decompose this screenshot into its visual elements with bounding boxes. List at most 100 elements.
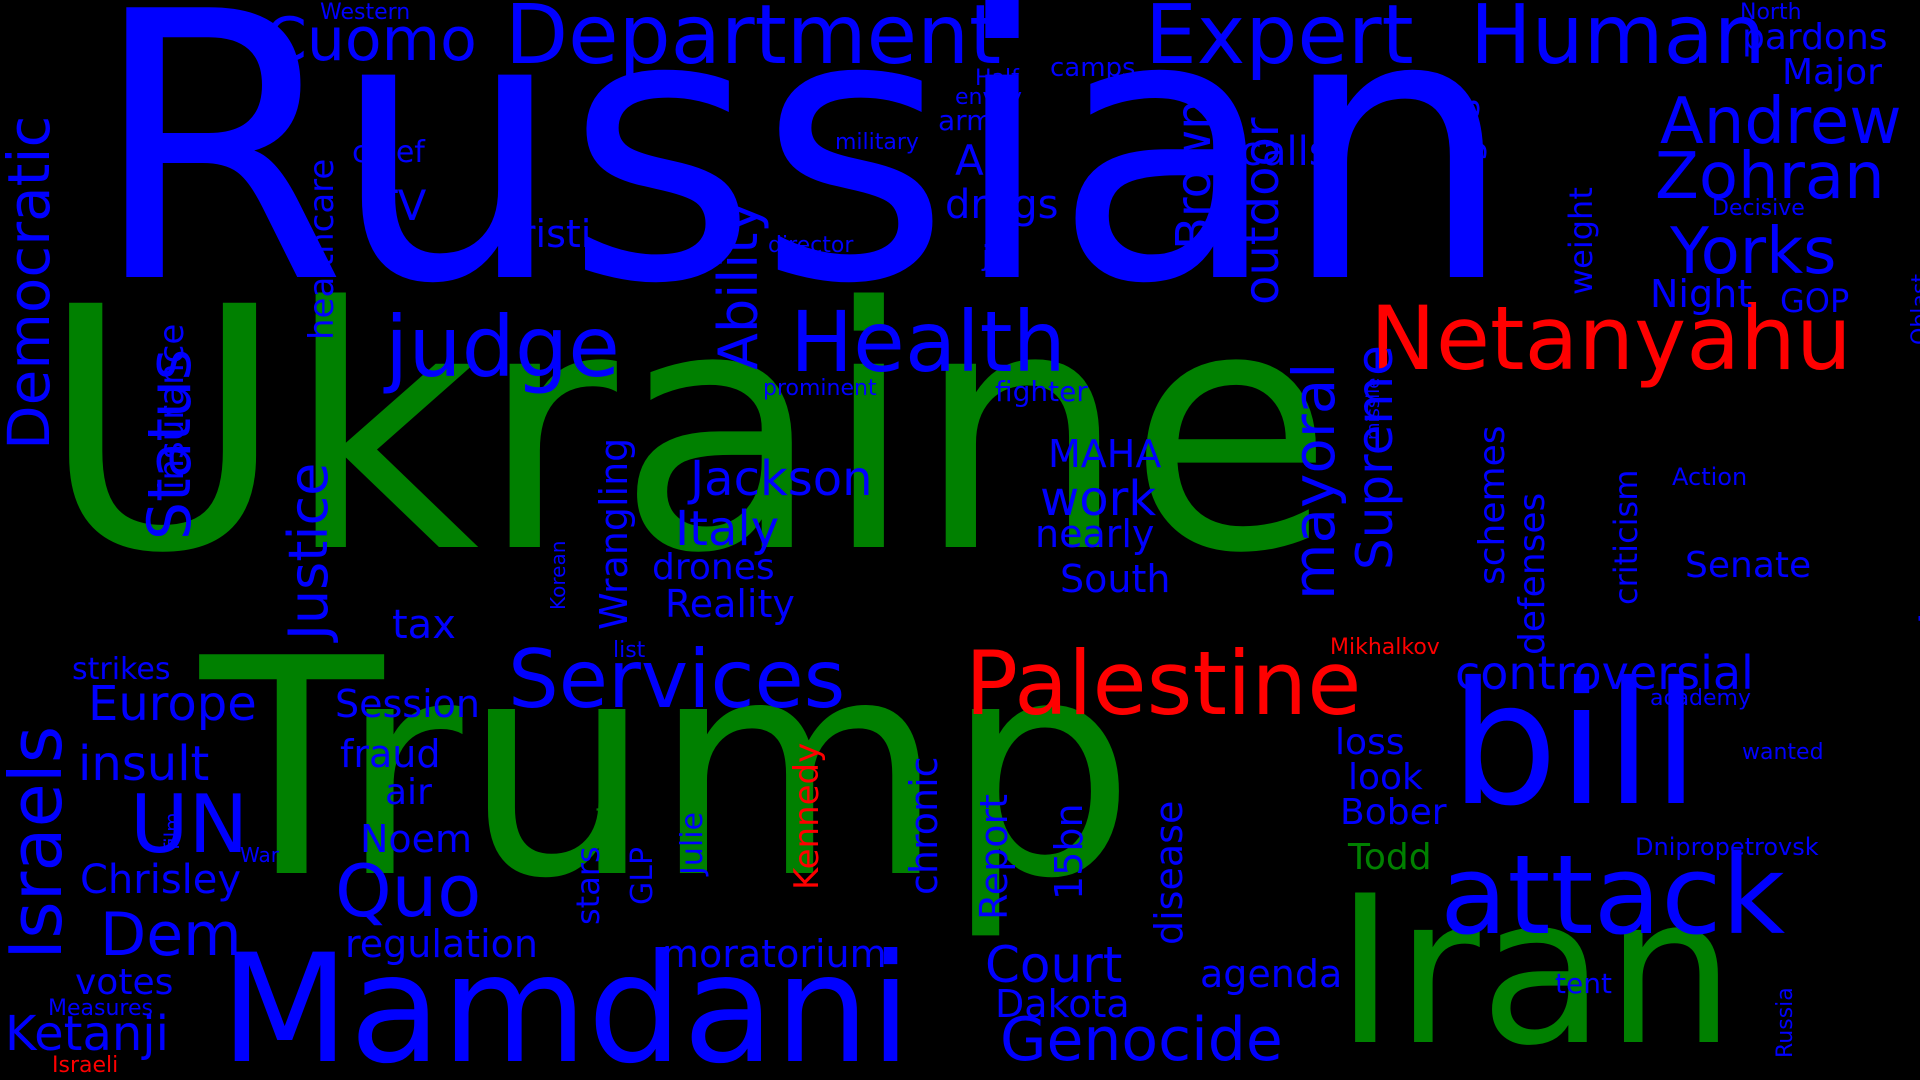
cloud-word: Half	[975, 66, 1019, 91]
cloud-word: Wrangling	[592, 437, 636, 630]
cloud-word: army	[938, 104, 1011, 137]
cloud-word: Justice	[277, 462, 340, 640]
cloud-word: jet	[982, 239, 1018, 272]
cloud-word: Dem	[100, 900, 242, 970]
cloud-word: drones	[652, 547, 775, 588]
cloud-word: calls	[1240, 129, 1330, 175]
cloud-word: Cuomo	[265, 5, 477, 75]
cloud-word: fighter	[995, 375, 1088, 408]
cloud-word: tax	[392, 602, 456, 648]
cloud-word: Ketanji	[5, 1006, 169, 1062]
cloud-word: Dakota	[995, 982, 1130, 1026]
cloud-word: schemes	[1472, 425, 1513, 586]
cloud-word: prominent	[763, 376, 877, 401]
cloud-word: Europe	[88, 676, 257, 732]
cloud-word: Russia	[1773, 987, 1798, 1058]
cloud-word: chief	[352, 135, 425, 170]
cloud-word: academy	[1650, 686, 1752, 711]
cloud-word: Quo	[335, 849, 482, 933]
cloud-word: chronic	[902, 756, 946, 895]
cloud-word: criticism	[1607, 469, 1645, 605]
cloud-word: Western	[320, 0, 411, 25]
cloud-word: Ukraine	[40, 237, 1334, 627]
cloud-word: mayoral	[1280, 362, 1348, 600]
cloud-word: Julie	[675, 812, 710, 875]
cloud-word: Oblast	[1908, 274, 1920, 345]
cloud-word: work	[1040, 471, 1157, 527]
cloud-word: North	[1740, 0, 1802, 25]
cloud-word: Mamdani	[220, 923, 912, 1080]
cloud-word: Israeli	[52, 1053, 119, 1078]
cloud-word: Dnipropetrovsk	[1635, 833, 1819, 861]
cloud-word: Yorks	[1670, 215, 1837, 289]
cloud-word: drugs	[945, 182, 1059, 228]
cloud-word: nearly	[1035, 512, 1155, 556]
cloud-word: Senate	[1685, 545, 1812, 586]
cloud-word: primary	[1911, 476, 1920, 680]
cloud-word: Major	[1782, 52, 1882, 93]
cloud-word: defenses	[1512, 492, 1553, 655]
cloud-word: bill	[1450, 646, 1700, 844]
cloud-word: air	[385, 772, 432, 813]
cloud-word: insult	[78, 736, 210, 792]
cloud-word: Action	[1672, 463, 1748, 491]
cloud-word: Kristi	[495, 212, 592, 256]
cloud-word: director	[768, 233, 854, 258]
cloud-word: GLP	[625, 846, 660, 905]
cloud-word: Iran	[1335, 853, 1736, 1080]
cloud-word: Session	[335, 682, 480, 726]
cloud-word: Noem	[360, 817, 473, 861]
cloud-word: fraud	[340, 732, 441, 776]
cloud-word: Crimea	[593, 748, 623, 842]
cloud-word: Netanyahu	[1370, 287, 1852, 390]
cloud-word: tent	[1555, 967, 1612, 1000]
cloud-word: votes	[75, 962, 174, 1003]
cloud-word: MAHA	[1048, 432, 1162, 476]
cloud-word: insurance	[152, 323, 192, 490]
cloud-word: Department	[505, 0, 1002, 83]
cloud-word: attack	[1440, 831, 1786, 959]
cloud-word: Report	[972, 794, 1016, 920]
cloud-word: Andrew	[1660, 85, 1902, 159]
cloud-word: moratorium	[662, 932, 887, 976]
cloud-word: Jackson	[690, 451, 873, 507]
cloud-word: strikes	[72, 652, 171, 687]
cloud-word: Services	[508, 633, 846, 726]
cloud-word: 15bn	[1047, 803, 1091, 900]
cloud-word: Kennedy	[787, 742, 827, 890]
cloud-word: loss	[1335, 722, 1405, 763]
cloud-word: Russian	[90, 0, 1515, 365]
cloud-word: Human	[1470, 0, 1766, 83]
cloud-word: stars	[569, 846, 607, 925]
cloud-word: UN	[130, 778, 249, 871]
cloud-word: Palestine	[965, 632, 1362, 735]
cloud-word: agenda	[1200, 952, 1343, 996]
cloud-word: Italy	[675, 501, 780, 557]
cloud-word: disease	[1147, 800, 1191, 945]
cloud-word: Reality	[665, 582, 795, 626]
cloud-word: Israels	[0, 725, 78, 960]
cloud-word: Zohran	[1655, 140, 1885, 214]
cloud-word: Mikhalkov	[1330, 635, 1440, 660]
cloud-word: Expert	[1145, 0, 1414, 83]
cloud-word: judge	[385, 298, 620, 396]
cloud-word: camps	[1050, 53, 1136, 83]
cloud-word: Brown	[1166, 99, 1222, 250]
cloud-word: wanted	[1742, 740, 1824, 765]
cloud-word: film	[160, 812, 184, 850]
cloud-word: regulation	[345, 922, 539, 966]
cloud-word: Bober	[1340, 792, 1447, 833]
cloud-word: TV	[372, 181, 427, 230]
cloud-word: Todd	[1348, 837, 1432, 878]
cloud-word: South	[1060, 557, 1171, 601]
cloud-word: Decisive	[1712, 196, 1805, 221]
cloud-word: envoy	[955, 85, 1022, 110]
cloud-word: Chrisley	[80, 857, 242, 903]
cloud-word: pardons	[1742, 17, 1888, 58]
cloud-word: Night	[1650, 272, 1753, 316]
cloud-word: Korean	[546, 540, 570, 610]
cloud-word: Genocide	[1000, 1005, 1283, 1075]
cloud-word: list	[613, 638, 646, 663]
cloud-word: GOP	[1780, 282, 1850, 320]
cloud-word: Measures	[48, 996, 153, 1021]
